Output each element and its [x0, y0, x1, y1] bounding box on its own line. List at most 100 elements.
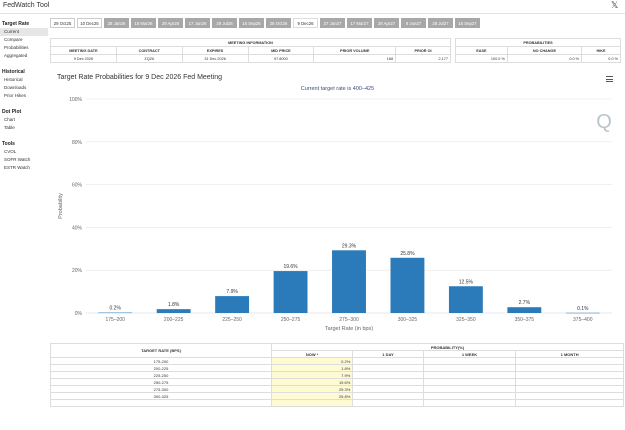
tab-meeting-date[interactable]: 28 Jul27 [428, 18, 453, 28]
chart-bar[interactable] [448, 286, 483, 313]
watermark-logo: Q [596, 111, 612, 133]
chart-menu-icon[interactable] [606, 76, 613, 82]
one-month-cell [515, 364, 624, 372]
x-tick-label: 325–350 [456, 317, 476, 323]
tab-meeting-date[interactable]: 16 Sep26 [239, 18, 264, 28]
sidebar-item-prior-hikes[interactable]: Prior Hikes [4, 93, 27, 98]
x-tick-label: 350–375 [515, 317, 535, 323]
table-row: 225-250 7.9% [50, 371, 624, 379]
y-tick-label: 60% [72, 183, 83, 189]
tab-meeting-date[interactable]: 28 Jan26 [104, 18, 129, 28]
one-month-cell [515, 378, 624, 386]
one-day-cell [352, 364, 424, 372]
table-row: 300-325 25.8% [50, 392, 624, 400]
sidebar-item-sofr-watch[interactable]: SOFR Watch [4, 157, 31, 162]
y-tick-label: 40% [72, 225, 83, 231]
bar-value-label: 29.3% [342, 243, 357, 249]
one-month-cell [515, 392, 624, 400]
sidebar-item-chart[interactable]: Chart [4, 117, 16, 122]
one-day-cell [352, 357, 424, 365]
sidebar-item-probabilities[interactable]: Probabilities [4, 45, 29, 50]
sidebar-section-title: Target Rate [2, 21, 30, 27]
sidebar-item-table[interactable]: Table [4, 125, 15, 130]
chart-title: Target Rate Probabilities for 9 Dec 2026… [57, 74, 222, 81]
one-week-cell [422, 378, 517, 386]
chart-bar[interactable] [332, 250, 366, 313]
top-bar: FedWatch Tool 𝕏 [0, 0, 625, 14]
tab-meeting-date[interactable]: 10 Dec25 [77, 18, 102, 28]
tab-meeting-date[interactable]: 29 Apr26 [158, 18, 183, 28]
target-rate-cell: 200-225 [50, 364, 272, 372]
probability-col-value: 0.0 % [506, 54, 583, 63]
target-rate-cell [50, 399, 272, 407]
chart-bar[interactable] [565, 312, 600, 314]
one-week-cell [422, 399, 517, 407]
one-week-cell [422, 392, 517, 400]
table-row: 175-200 0.2% [50, 357, 624, 365]
tab-meeting-date[interactable]: 15 Sep27 [455, 18, 480, 28]
probability-sub-header: NOW * [270, 350, 354, 358]
tab-meeting-date[interactable]: 9 Jun27 [401, 18, 426, 28]
bar-value-label: 1.8% [168, 302, 180, 308]
x-tick-label: 200–225 [164, 317, 184, 323]
bar-value-label: 2.7% [519, 300, 531, 306]
table-row: 275-300 29.3% [50, 385, 624, 393]
sidebar-item-aggregated[interactable]: Aggregated [4, 53, 28, 58]
sidebar: Target Rate Current Compare Probabilities Ag… [0, 16, 48, 172]
sidebar-item-cvol[interactable]: CVOL [4, 149, 17, 154]
one-day-cell [352, 371, 424, 379]
x-axis-label: Target Rate (in bps) [325, 326, 373, 332]
x-tick-label: 175–200 [105, 317, 125, 323]
sidebar-item-downloads[interactable]: Downloads [4, 85, 27, 90]
tab-meeting-date[interactable]: 27 Jan27 [320, 18, 345, 28]
bar-value-label: 0.1% [577, 306, 589, 312]
sidebar-item-historical[interactable]: Historical [4, 77, 23, 82]
chart-bar[interactable] [215, 296, 250, 313]
now-probability-cell: 7.9% [270, 371, 354, 379]
meeting-info-table: MEETING INFORMATION MEETING DATE CONTRACT… [50, 38, 451, 63]
chart-bar[interactable] [98, 312, 133, 314]
bar-value-label: 19.6% [283, 264, 298, 270]
x-tick-label: 375–400 [573, 317, 593, 323]
col-target-rate: TARGET RATE (BPS) [50, 343, 272, 358]
sidebar-item-compare[interactable]: Compare [4, 37, 23, 42]
probability-chart: 0% 20% 40% 60% 80% 100% 0.2% 175–200 1.8% 200–225… [58, 97, 612, 332]
sidebar-section-title: Dot Plot [2, 109, 22, 115]
tab-meeting-date[interactable]: 29 Oct25 [50, 18, 75, 28]
bar-value-label: 25.8% [400, 251, 415, 257]
table-row: 200-225 1.8% [50, 364, 624, 372]
probability-sub-header: 1 DAY [352, 350, 424, 358]
probability-col-value: 0.0 % [581, 54, 621, 63]
one-week-cell [422, 385, 517, 393]
tab-meeting-date[interactable]: 18 Mar26 [131, 18, 156, 28]
tab-meeting-date[interactable]: 17 Mar27 [347, 18, 372, 28]
y-tick-label: 100% [69, 97, 82, 103]
one-month-cell [515, 371, 624, 379]
tab-meeting-date[interactable]: 28 Apr27 [374, 18, 399, 28]
y-tick-label: 20% [72, 268, 83, 274]
chart-bar[interactable] [156, 309, 191, 313]
tab-meeting-date[interactable]: 9 Dec26 [293, 18, 318, 28]
x-tick-label: 250–275 [281, 317, 301, 323]
meeting-col-value: ZQZ6 [115, 54, 183, 63]
table-row [50, 399, 624, 407]
chart-bar[interactable] [390, 257, 425, 313]
tab-meeting-date[interactable]: 28 Oct26 [266, 18, 291, 28]
y-tick-label: 80% [72, 140, 83, 146]
one-week-cell [422, 364, 517, 372]
sidebar-item-current[interactable]: Current [0, 28, 48, 36]
x-icon[interactable]: 𝕏 [611, 1, 619, 11]
chart-bar[interactable] [273, 271, 308, 313]
one-day-cell [352, 399, 424, 407]
one-day-cell [352, 378, 424, 386]
tab-meeting-date[interactable]: 29 Jul26 [212, 18, 237, 28]
meeting-col-value: 31 Dec 2026 [181, 54, 249, 63]
meeting-col-value: 2,177 [395, 54, 451, 63]
chart-subtitle: Current target rate is 400–425 [300, 86, 375, 92]
sidebar-item-estr-watch[interactable]: ESTR Watch [4, 165, 30, 170]
one-month-cell [515, 399, 624, 407]
target-rate-cell: 300-325 [50, 392, 272, 400]
chart-bar[interactable] [507, 307, 542, 313]
tab-meeting-date[interactable]: 17 Jun26 [185, 18, 210, 28]
y-axis-label: Probability [58, 193, 64, 219]
